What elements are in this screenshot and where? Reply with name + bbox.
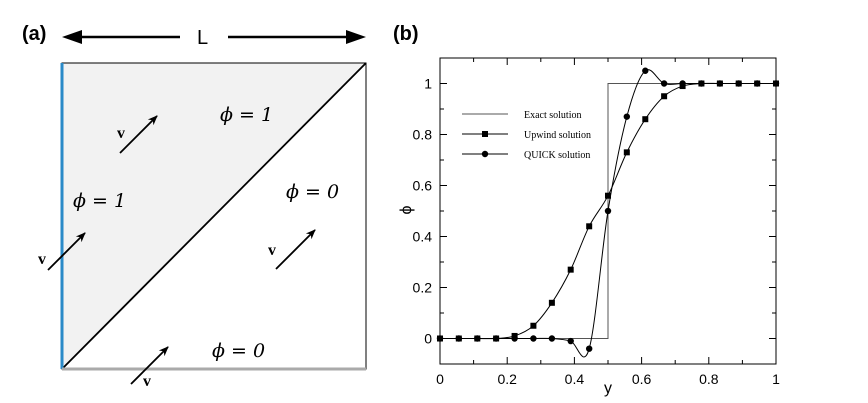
velocity-label: v bbox=[38, 251, 46, 268]
data-point bbox=[567, 266, 574, 273]
legend-item: QUICK solution bbox=[462, 150, 590, 161]
velocity-label: v bbox=[143, 373, 151, 390]
x-tick-label: 0.2 bbox=[497, 371, 517, 387]
data-point bbox=[530, 322, 537, 329]
data-point bbox=[474, 335, 481, 342]
x-tick-label: 0.8 bbox=[699, 371, 719, 387]
data-point bbox=[735, 80, 742, 87]
x-axis: 0 0.2 0.4 0.6 0.8 1 bbox=[436, 58, 780, 387]
legend-item: Exact solution bbox=[462, 110, 582, 121]
panel-a: (a) L ϕ = 1 ϕ = 1 ϕ = 0 ϕ = 0 v v bbox=[22, 23, 367, 390]
data-point bbox=[753, 80, 761, 87]
data-point bbox=[623, 149, 630, 156]
arrow-icon bbox=[47, 232, 86, 271]
length-label: L bbox=[197, 27, 208, 49]
data-point bbox=[455, 335, 463, 342]
data-point bbox=[772, 80, 780, 87]
y-tick-label: 0.2 bbox=[413, 280, 433, 296]
data-point bbox=[716, 80, 724, 87]
velocity-arrow-1: v bbox=[117, 115, 158, 154]
data-point bbox=[586, 223, 593, 230]
y-tick-label: 0.8 bbox=[413, 127, 433, 143]
data-point bbox=[698, 80, 705, 87]
velocity-arrow-2: v bbox=[38, 232, 86, 271]
legend-label: QUICK solution bbox=[524, 150, 590, 161]
legend-item: Upwind solution bbox=[462, 130, 591, 141]
x-tick-label: 0.6 bbox=[632, 371, 652, 387]
legend-marker bbox=[482, 131, 488, 137]
data-point bbox=[548, 299, 555, 306]
data-point bbox=[642, 67, 649, 74]
panel-b: (b) 0 0.2 0.4 0.6 0.8 1 0 0.2 0.4 0.6 0.8 1 y ϕ Ex… bbox=[393, 23, 780, 397]
region-label-right: ϕ = 0 bbox=[286, 181, 339, 203]
data-point bbox=[605, 192, 611, 199]
y-tick-label: 0 bbox=[424, 331, 432, 347]
data-point bbox=[530, 335, 537, 342]
data-point bbox=[492, 335, 500, 342]
velocity-arrow-4: v bbox=[130, 346, 169, 390]
velocity-arrow-3: v bbox=[268, 229, 316, 270]
length-arrowhead-left bbox=[62, 30, 82, 44]
arrow-icon bbox=[119, 115, 158, 154]
data-point bbox=[642, 116, 649, 123]
series-2 bbox=[436, 67, 780, 358]
arrow-icon bbox=[275, 229, 316, 270]
y-tick-label: 0.6 bbox=[413, 178, 433, 194]
diagonal-line bbox=[61, 62, 367, 370]
y-axis-label: ϕ bbox=[398, 205, 415, 214]
velocity-label: v bbox=[268, 242, 276, 259]
panel-b-label: (b) bbox=[393, 23, 419, 45]
legend-label: Exact solution bbox=[524, 110, 582, 121]
y-tick-label: 0.4 bbox=[413, 229, 433, 245]
data-point bbox=[567, 337, 574, 345]
length-dimension-arrow: L bbox=[62, 27, 366, 49]
data-point bbox=[661, 93, 668, 100]
y-tick-label: 1 bbox=[424, 76, 432, 92]
x-tick-label: 0 bbox=[436, 371, 444, 387]
x-tick-label: 1 bbox=[772, 371, 780, 387]
legend-label: Upwind solution bbox=[524, 130, 591, 141]
data-point bbox=[679, 80, 686, 87]
data-point bbox=[660, 80, 668, 87]
y-axis: 0 0.2 0.4 0.6 0.8 1 bbox=[413, 76, 776, 347]
panel-a-label: (a) bbox=[22, 23, 46, 45]
data-point bbox=[511, 335, 518, 342]
region-label-bottom: ϕ = 0 bbox=[212, 340, 265, 362]
arrow-icon bbox=[130, 346, 169, 385]
plot-area bbox=[436, 67, 780, 358]
data-point bbox=[604, 207, 612, 215]
x-tick-label: 0.4 bbox=[565, 371, 585, 387]
data-point bbox=[623, 113, 631, 120]
legend-marker bbox=[481, 150, 489, 158]
length-arrowhead-right bbox=[346, 30, 366, 44]
data-point bbox=[548, 335, 556, 342]
velocity-label: v bbox=[117, 125, 125, 142]
data-point bbox=[585, 345, 593, 352]
legend: Exact solution Upwind solution QUICK solut… bbox=[462, 110, 591, 161]
data-point bbox=[436, 335, 444, 342]
x-axis-label: y bbox=[604, 380, 612, 397]
region-label-left: ϕ = 1 bbox=[73, 190, 126, 212]
region-label-upper: ϕ = 1 bbox=[220, 104, 273, 126]
